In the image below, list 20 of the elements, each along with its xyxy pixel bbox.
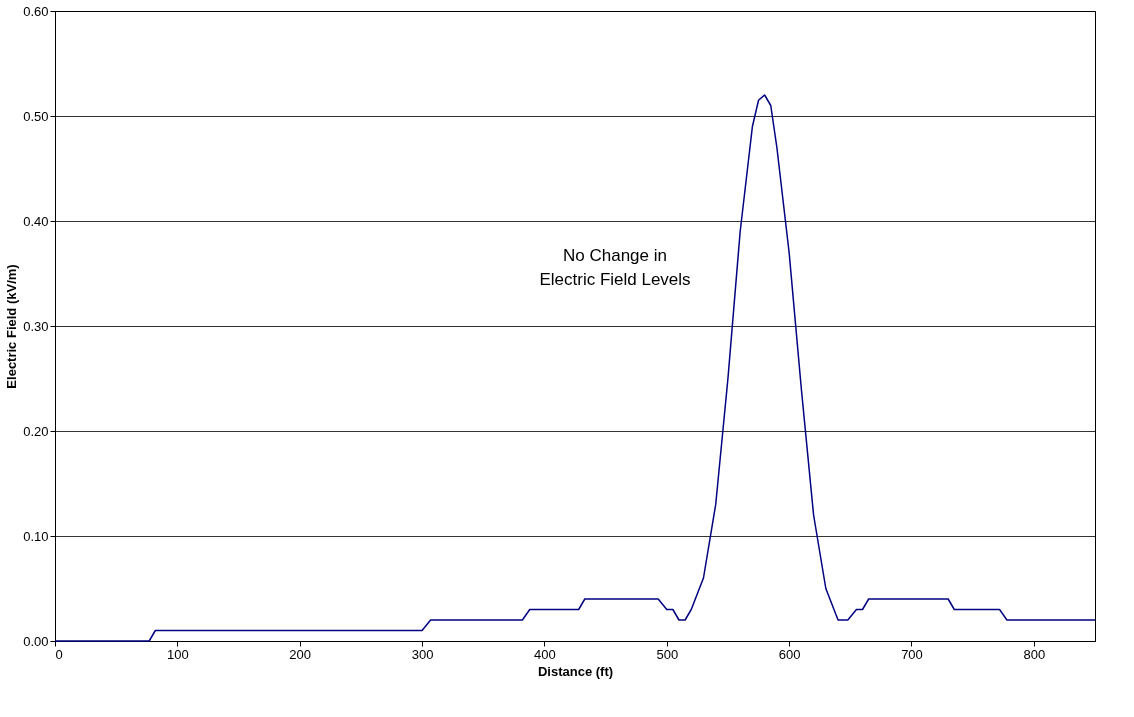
y-tick-label: 0.40 — [23, 213, 49, 229]
y-axis-title: Electric Field (kV/m) — [4, 264, 20, 389]
x-tick-label: 400 — [534, 646, 556, 662]
x-tick-label: 100 — [167, 646, 189, 662]
x-tick-label: 200 — [289, 646, 312, 662]
x-axis-title: Distance (ft) — [537, 663, 614, 679]
y-tick-label: 0.10 — [23, 528, 49, 544]
x-tick-label: 800 — [1023, 646, 1046, 662]
y-tick-label: 0.00 — [23, 633, 49, 649]
annotation: No Change in Electric Field Levels — [539, 246, 691, 289]
x-tick-label: 0 — [55, 646, 63, 662]
x-tick-label: 500 — [656, 646, 679, 662]
x-tick-label: 300 — [411, 646, 434, 662]
y-tick-label: 0.30 — [23, 318, 49, 334]
line-series — [54, 94, 1096, 642]
y-tick-label: 0.50 — [23, 108, 49, 124]
y-tick-label: 0.60 — [23, 3, 49, 19]
y-tick-label: 0.20 — [23, 423, 49, 439]
x-tick-label: 700 — [901, 646, 923, 662]
x-tick-label: 600 — [778, 646, 801, 662]
